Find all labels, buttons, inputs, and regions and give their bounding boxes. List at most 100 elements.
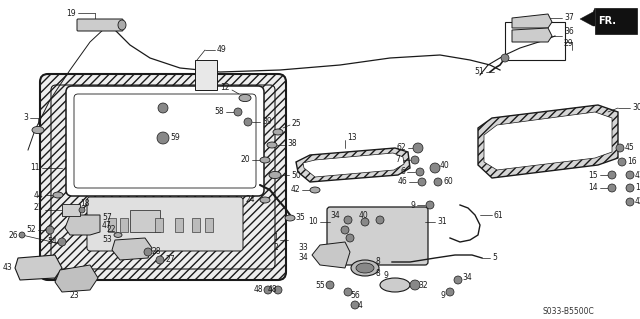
Ellipse shape (310, 187, 320, 193)
Text: 30: 30 (632, 103, 640, 113)
Text: 53: 53 (102, 235, 112, 244)
Polygon shape (580, 8, 595, 26)
Text: 38: 38 (287, 139, 296, 149)
Ellipse shape (380, 278, 410, 292)
Circle shape (156, 256, 164, 264)
Text: 8: 8 (375, 257, 380, 266)
Circle shape (626, 171, 634, 179)
Text: 55: 55 (316, 280, 325, 290)
Circle shape (157, 132, 169, 144)
Text: 5: 5 (492, 254, 497, 263)
Text: 43: 43 (3, 263, 12, 272)
Circle shape (234, 108, 242, 116)
Text: 56: 56 (350, 291, 360, 300)
Text: 25: 25 (292, 120, 301, 129)
FancyBboxPatch shape (40, 74, 286, 280)
Text: 29: 29 (564, 40, 573, 48)
Circle shape (626, 198, 634, 206)
Text: 10: 10 (308, 218, 318, 226)
Text: 44: 44 (33, 190, 43, 199)
Text: 58: 58 (214, 108, 224, 116)
Ellipse shape (267, 142, 277, 148)
Ellipse shape (260, 157, 270, 163)
Bar (155, 218, 163, 232)
Circle shape (346, 234, 354, 242)
Text: 8: 8 (375, 270, 380, 278)
Text: 32: 32 (418, 280, 428, 290)
Bar (175, 218, 183, 232)
FancyBboxPatch shape (327, 207, 428, 265)
Text: 59: 59 (170, 133, 180, 143)
Circle shape (446, 288, 454, 296)
Text: 13: 13 (347, 133, 356, 143)
Text: 35: 35 (295, 213, 305, 222)
Text: 19: 19 (67, 9, 76, 18)
Text: 60: 60 (443, 177, 452, 187)
Text: 54: 54 (47, 238, 57, 247)
Text: 3: 3 (23, 114, 28, 122)
Text: 46: 46 (397, 177, 407, 187)
Polygon shape (512, 14, 552, 28)
Polygon shape (478, 105, 618, 178)
Polygon shape (303, 153, 404, 177)
Ellipse shape (285, 215, 295, 221)
Text: 31: 31 (437, 218, 447, 226)
Text: 48: 48 (253, 286, 263, 294)
Text: 23: 23 (70, 291, 79, 300)
Text: 42: 42 (635, 197, 640, 206)
Ellipse shape (239, 94, 251, 101)
Text: 11: 11 (31, 164, 40, 173)
Circle shape (274, 286, 282, 294)
Bar (130, 210, 160, 232)
Text: 50: 50 (291, 170, 301, 180)
Circle shape (416, 168, 424, 176)
Ellipse shape (351, 260, 379, 276)
Polygon shape (65, 215, 100, 235)
Polygon shape (484, 112, 612, 170)
Circle shape (344, 288, 352, 296)
Circle shape (454, 276, 462, 284)
Text: 26: 26 (8, 231, 18, 240)
Circle shape (344, 216, 352, 224)
Ellipse shape (269, 171, 281, 179)
Circle shape (351, 301, 359, 309)
Ellipse shape (32, 126, 44, 134)
Text: 27: 27 (165, 256, 175, 264)
Bar (192, 218, 200, 232)
Circle shape (411, 156, 419, 164)
Bar (120, 218, 128, 232)
Bar (595, 8, 637, 34)
Text: 33: 33 (298, 243, 308, 253)
Text: 57: 57 (102, 213, 112, 222)
Circle shape (616, 144, 624, 152)
Circle shape (501, 54, 509, 62)
Circle shape (608, 184, 616, 192)
Text: 4: 4 (358, 300, 363, 309)
Circle shape (426, 201, 434, 209)
Text: 34: 34 (298, 254, 308, 263)
Text: 7: 7 (395, 155, 400, 165)
Text: 49: 49 (217, 46, 227, 55)
Text: 34: 34 (330, 211, 340, 219)
Circle shape (608, 171, 616, 179)
Text: 22: 22 (106, 226, 116, 234)
Text: 6: 6 (400, 167, 405, 176)
Bar (205, 218, 213, 232)
Bar (108, 218, 116, 232)
Ellipse shape (53, 192, 63, 198)
Circle shape (79, 207, 85, 213)
Text: 9: 9 (440, 291, 445, 300)
Circle shape (626, 184, 634, 192)
Text: 16: 16 (627, 158, 637, 167)
Ellipse shape (356, 263, 374, 273)
FancyBboxPatch shape (87, 197, 243, 251)
Circle shape (376, 216, 384, 224)
Circle shape (158, 103, 168, 113)
Ellipse shape (260, 197, 270, 203)
Circle shape (430, 163, 440, 173)
Text: 62: 62 (396, 144, 406, 152)
Polygon shape (312, 242, 350, 268)
Text: 21: 21 (33, 204, 43, 212)
Text: 24: 24 (245, 196, 255, 204)
Circle shape (326, 281, 334, 289)
